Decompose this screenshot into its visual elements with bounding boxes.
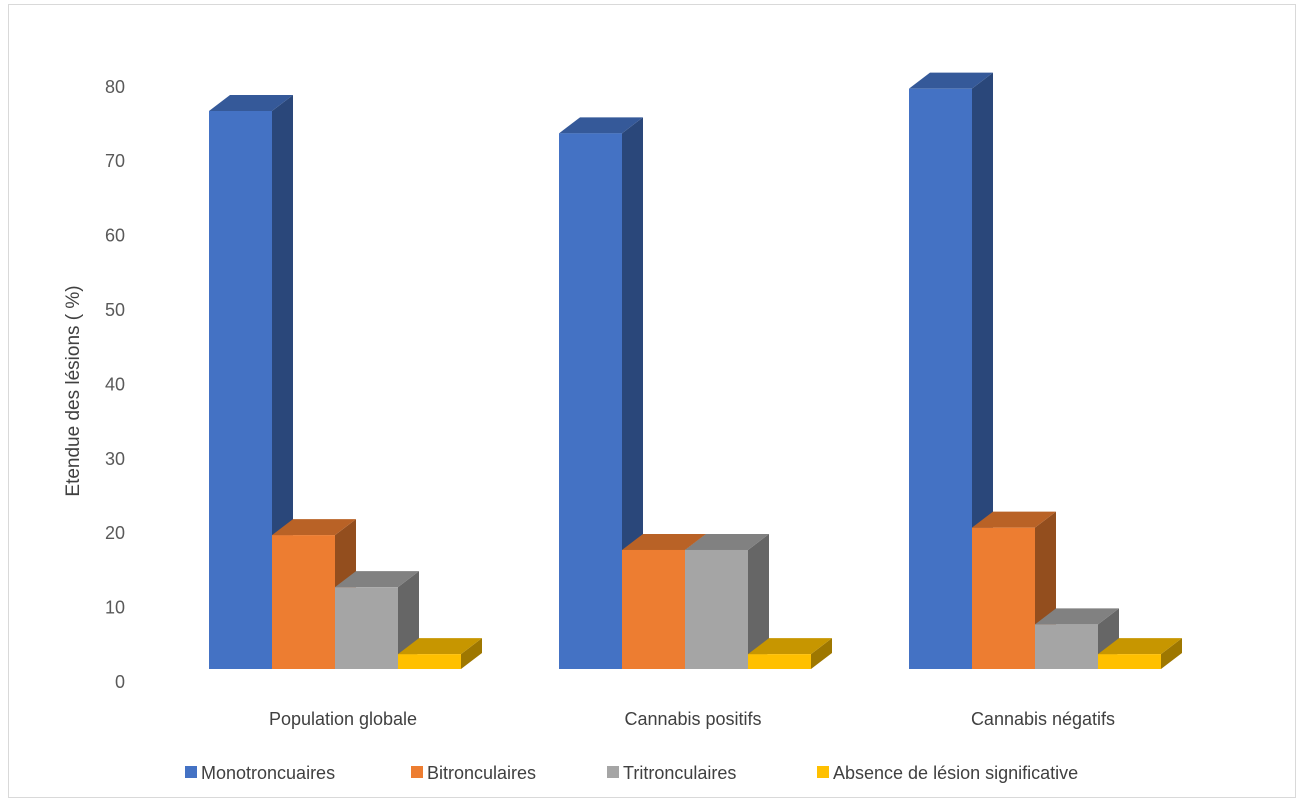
bar-top-0-1 <box>272 519 356 536</box>
bar-side-1-0 <box>622 117 643 669</box>
legend-item-3: Absence de lésion significative <box>817 763 1078 783</box>
legend-label-2: Tritronculaires <box>623 763 736 783</box>
y-tick-label-1: 10 <box>105 598 125 618</box>
bar-0-2 <box>335 571 419 669</box>
y-tick-label-8: 80 <box>105 77 125 97</box>
bar-1-2 <box>685 533 769 669</box>
bar-top-1-2 <box>685 533 769 550</box>
bar-top-0-2 <box>335 571 419 588</box>
bar-front-0-1 <box>272 535 335 669</box>
category-label-0: Population globale <box>269 709 417 729</box>
bar-side-2-3 <box>1161 638 1182 669</box>
legend-swatch-0 <box>185 766 197 778</box>
bar-2-3 <box>1098 638 1182 669</box>
y-axis-ticks: 0 10 20 30 40 50 60 70 80 <box>105 77 125 692</box>
legend-label-0: Monotroncuaires <box>201 763 335 783</box>
bar-front-0-3 <box>398 654 461 669</box>
legend-label-1: Bitronculaires <box>427 763 536 783</box>
bar-top-0-0 <box>209 95 293 111</box>
bar-front-1-0 <box>559 133 622 669</box>
y-tick-label-6: 60 <box>105 226 125 246</box>
bar-side-1-3 <box>811 638 832 669</box>
category-label-2: Cannabis négatifs <box>971 709 1115 729</box>
bar-top-2-2 <box>1035 608 1119 625</box>
bar-2-1 <box>972 511 1056 669</box>
bar-front-1-1 <box>622 549 685 669</box>
y-tick-label-4: 40 <box>105 374 125 394</box>
bar-side-0-3 <box>461 638 482 669</box>
y-tick-label-0: 0 <box>115 672 125 692</box>
legend-item-0: Monotroncuaires <box>185 763 335 783</box>
bar-1-0 <box>559 117 643 669</box>
legend-label-3: Absence de lésion significative <box>833 763 1078 783</box>
bar-front-2-3 <box>1098 654 1161 669</box>
bar-side-1-2 <box>748 533 769 669</box>
legend-swatch-3 <box>817 766 829 778</box>
bar-top-1-1 <box>622 533 706 550</box>
y-tick-label-5: 50 <box>105 300 125 320</box>
bar-top-1-3 <box>748 638 832 655</box>
legend-item-1: Bitronculaires <box>411 763 536 783</box>
legend: Monotroncuaires Bitronculaires Tritroncula… <box>185 763 1078 783</box>
bar-front-1-2 <box>685 549 748 669</box>
chart-frame: Etendue des lésions ( %) 0 10 20 30 40 50 60 70… <box>8 4 1296 798</box>
bar-front-2-0 <box>909 88 972 670</box>
bar-front-0-2 <box>335 587 398 669</box>
bar-top-1-0 <box>559 117 643 134</box>
category-labels: Population globale Cannabis positifs Canna… <box>269 709 1115 729</box>
bar-front-1-3 <box>748 654 811 669</box>
y-tick-label-3: 30 <box>105 449 125 469</box>
bar-top-0-3 <box>398 638 482 655</box>
bar-1-3 <box>748 638 832 669</box>
bar-0-3 <box>398 638 482 669</box>
chart-svg: Etendue des lésions ( %) 0 10 20 30 40 50 60 70… <box>63 72 1182 783</box>
category-label-1: Cannabis positifs <box>624 709 761 729</box>
legend-item-2: Tritronculaires <box>607 763 736 783</box>
bar-0-0 <box>209 95 293 669</box>
bar-front-0-0 <box>209 111 272 669</box>
bar-front-2-1 <box>972 527 1035 669</box>
bar-front-2-2 <box>1035 624 1098 669</box>
legend-swatch-1 <box>411 766 423 778</box>
y-tick-label-7: 70 <box>105 151 125 171</box>
bar-top-2-1 <box>972 511 1056 528</box>
legend-swatch-2 <box>607 766 619 778</box>
y-tick-label-2: 20 <box>105 523 125 543</box>
bar-top-2-0 <box>909 72 993 89</box>
y-axis-title: Etendue des lésions ( %) <box>63 285 84 496</box>
bars <box>209 72 1182 670</box>
bar-top-2-3 <box>1098 638 1182 655</box>
